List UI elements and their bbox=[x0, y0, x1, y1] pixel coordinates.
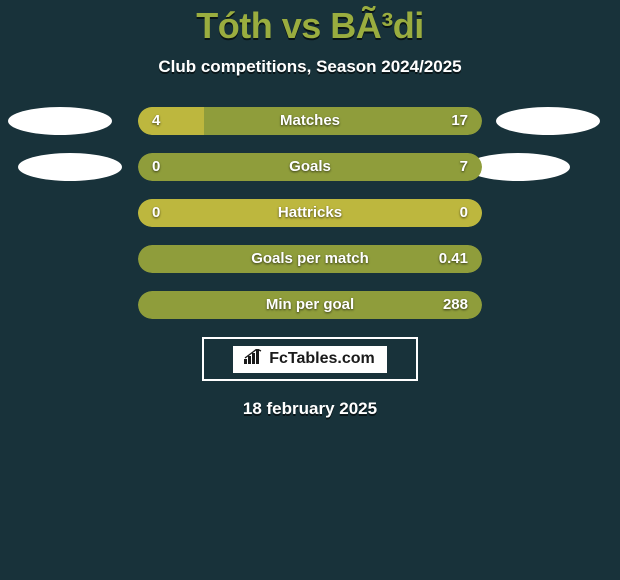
stat-right-value: 0 bbox=[460, 199, 468, 227]
player-left-badge bbox=[18, 153, 122, 181]
subtitle: Club competitions, Season 2024/2025 bbox=[0, 57, 620, 77]
bar-left-fill bbox=[138, 107, 204, 135]
bar-right-fill bbox=[138, 245, 482, 273]
stat-bar: 288Min per goal bbox=[138, 291, 482, 319]
stat-right-value: 0.41 bbox=[439, 245, 468, 273]
stat-bar: 00Hattricks bbox=[138, 199, 482, 227]
stat-row: 00Hattricks bbox=[0, 199, 620, 227]
stat-left-value: 4 bbox=[152, 107, 160, 135]
stat-right-value: 288 bbox=[443, 291, 468, 319]
stat-row: 0.41Goals per match bbox=[0, 245, 620, 273]
brand-inner: FcTables.com bbox=[233, 346, 387, 373]
title: Tóth vs BÃ³di bbox=[0, 5, 620, 47]
stat-row: 288Min per goal bbox=[0, 291, 620, 319]
stat-right-value: 7 bbox=[460, 153, 468, 181]
brand-box[interactable]: FcTables.com bbox=[202, 337, 418, 381]
bar-right-fill bbox=[138, 291, 482, 319]
brand-text: FcTables.com bbox=[267, 350, 377, 368]
stat-bar: 07Goals bbox=[138, 153, 482, 181]
stat-bar: 417Matches bbox=[138, 107, 482, 135]
stat-right-value: 17 bbox=[451, 107, 468, 135]
stat-row: 417Matches bbox=[0, 107, 620, 135]
bar-left-fill bbox=[138, 199, 482, 227]
chart-icon bbox=[243, 349, 263, 370]
stat-row: 07Goals bbox=[0, 153, 620, 181]
date: 18 february 2025 bbox=[0, 399, 620, 419]
stat-left-value: 0 bbox=[152, 153, 160, 181]
stat-left-value: 0 bbox=[152, 199, 160, 227]
player-left-badge bbox=[8, 107, 112, 135]
bar-right-fill bbox=[138, 153, 482, 181]
stat-rows: 417Matches07Goals00Hattricks0.41Goals pe… bbox=[0, 107, 620, 319]
comparison-card: Tóth vs BÃ³di Club competitions, Season … bbox=[0, 0, 620, 419]
player-right-badge bbox=[496, 107, 600, 135]
stat-bar: 0.41Goals per match bbox=[138, 245, 482, 273]
